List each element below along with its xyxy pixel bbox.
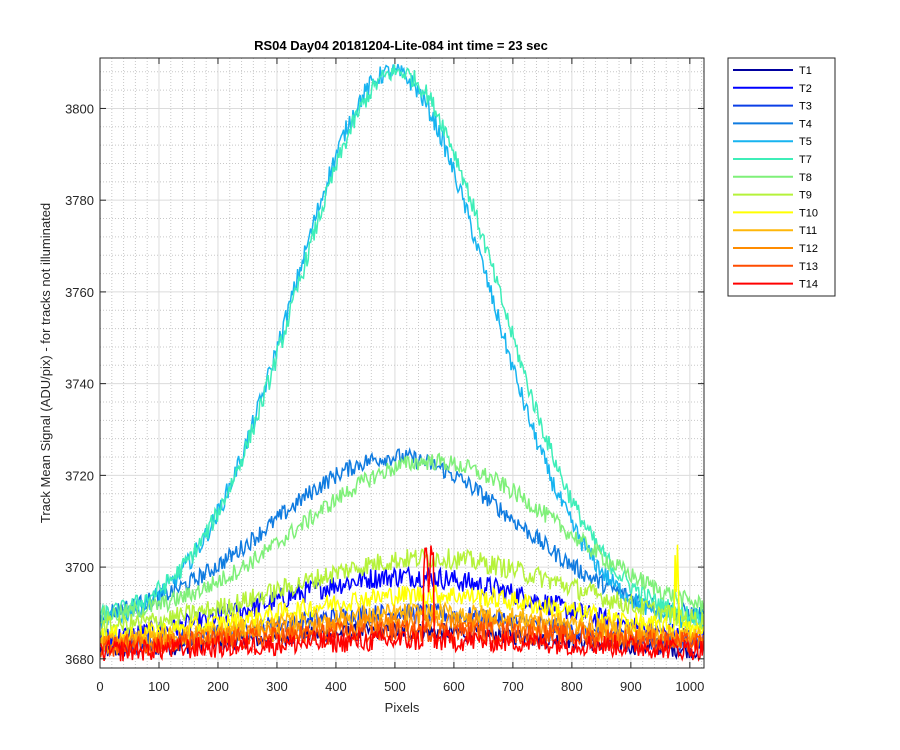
axes-box [99, 57, 705, 669]
y-tick-label: 3780 [65, 193, 94, 208]
legend-label-t10: T10 [799, 207, 818, 219]
x-tick-label: 600 [443, 679, 465, 694]
legend-label-t11: T11 [799, 225, 817, 237]
legend-label-t12: T12 [799, 243, 818, 255]
y-tick-label: 3680 [65, 652, 94, 667]
series-line-t5 [99, 63, 705, 631]
plot-area [100, 58, 704, 668]
legend-label-t13: T13 [799, 261, 818, 273]
legend-label-t7: T7 [799, 154, 812, 166]
y-tick-label: 3800 [65, 101, 94, 116]
y-tick-label: 3700 [65, 560, 94, 575]
y-tick-label: 3720 [65, 468, 94, 483]
axes [99, 57, 705, 669]
legend-label-t8: T8 [799, 172, 812, 184]
legend-label-t5: T5 [799, 136, 812, 148]
x-tick-label: 200 [207, 679, 229, 694]
legend-label-t3: T3 [799, 101, 812, 113]
y-axis-label: Track Mean Signal (ADU/pix) - for tracks… [38, 203, 53, 523]
legend: T1 T2 T3 T4 T5 T7 T8 T9 T10 T11 T12 T13 T14 [727, 57, 836, 297]
x-tick-label: 300 [266, 679, 288, 694]
x-tick-label: 0 [96, 679, 103, 694]
legend-label-t4: T4 [799, 118, 812, 130]
x-tick-label: 400 [325, 679, 347, 694]
series-lines [99, 63, 705, 662]
legend-label-t2: T2 [799, 83, 812, 95]
series-line-t4 [100, 446, 705, 623]
grid [99, 58, 704, 668]
y-tick-label: 3760 [65, 285, 94, 300]
series-line-t7 [99, 64, 705, 628]
x-tick-label: 100 [148, 679, 170, 694]
y-axis-ticks: 3680 3700 3720 3740 3760 3780 3800 [65, 101, 704, 667]
x-axis-label: Pixels [385, 700, 420, 715]
x-tick-label: 900 [620, 679, 642, 694]
x-axis-ticks: 0 100 200 300 400 500 600 700 800 900 1000 [96, 58, 704, 694]
legend-label-t14: T14 [799, 279, 818, 291]
series-line-t14 [99, 545, 705, 662]
chart-title: RS04 Day04 20181204-Lite-084 int time = … [254, 38, 548, 53]
series-line-t8 [100, 452, 705, 624]
x-tick-label: 500 [384, 679, 406, 694]
x-tick-label: 700 [502, 679, 524, 694]
y-tick-label: 3740 [65, 377, 94, 392]
x-tick-label: 1000 [675, 679, 704, 694]
series-line-t9 [99, 548, 705, 636]
legend-label-t1: T1 [799, 65, 812, 77]
x-tick-label: 800 [561, 679, 583, 694]
legend-label-t9: T9 [799, 190, 812, 202]
